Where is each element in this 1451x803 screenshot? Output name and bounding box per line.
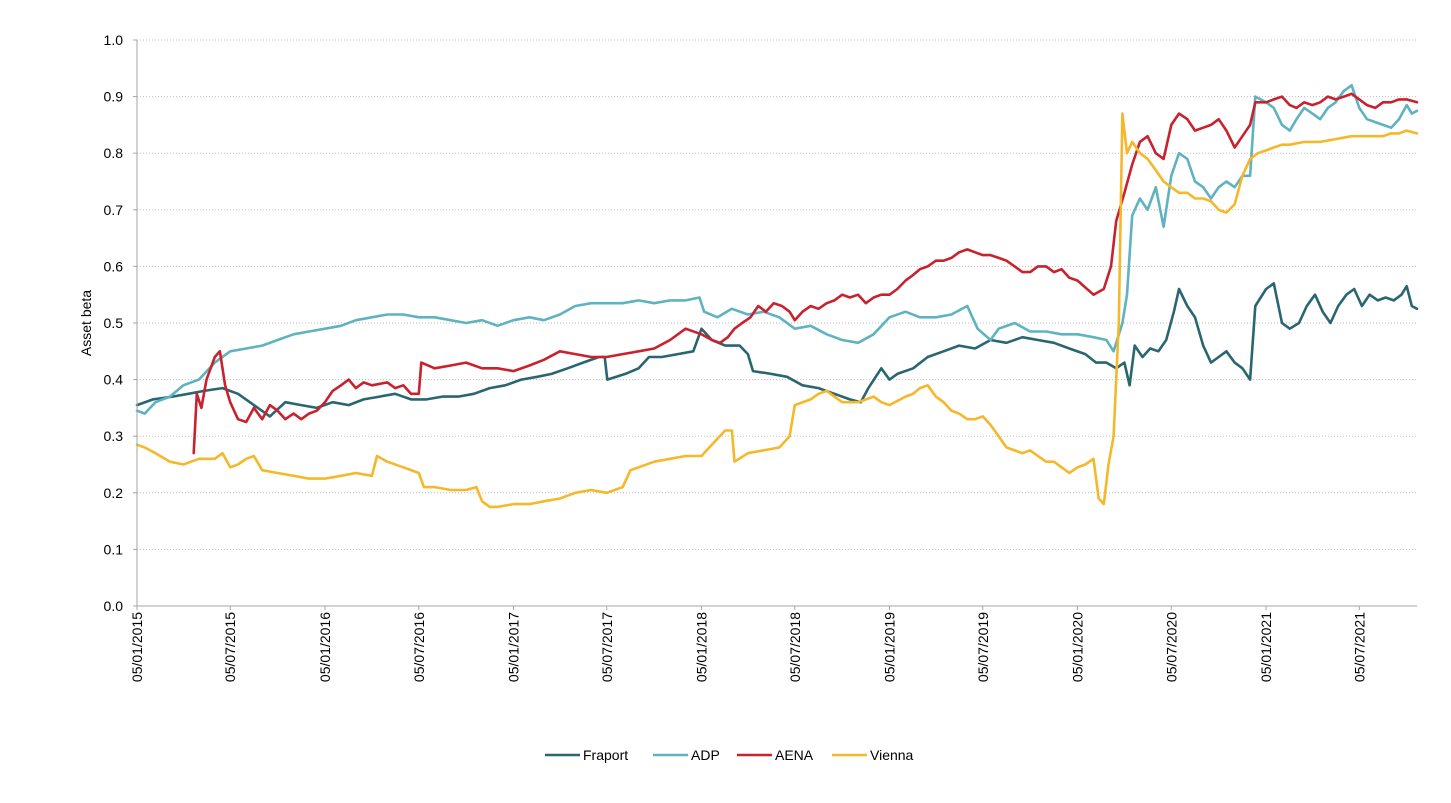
x-tick-label: 05/01/2015 [129,612,145,682]
legend-label-adp: ADP [691,747,720,763]
x-tick-label: 05/07/2018 [787,612,803,682]
y-tick-label: 0.1 [104,541,124,557]
y-axis-title: Asset beta [78,290,94,356]
legend-label-aena: AENA [775,747,814,763]
y-tick-label: 0.2 [104,485,124,501]
x-tick-label: 05/01/2017 [506,612,522,682]
y-tick-label: 0.9 [104,89,124,105]
y-tick-label: 0.3 [104,428,124,444]
legend-label-vienna: Vienna [870,747,914,763]
y-tick-label: 0.7 [104,202,124,218]
axes [136,40,1417,607]
x-tick-label: 05/07/2020 [1163,612,1179,682]
legend: Fraport ADP AENA Vienna [545,747,914,763]
x-tick-label: 05/01/2021 [1258,612,1274,682]
legend-label-fraport: Fraport [583,747,628,763]
series-line-vienna [135,112,1419,509]
series-lines [135,84,1419,509]
y-tick-label: 0.5 [104,315,124,331]
x-tick-label: 05/07/2017 [599,612,615,682]
x-tick-label: 05/01/2018 [694,612,710,682]
x-tick-label: 05/07/2021 [1351,612,1367,682]
y-tick-label: 0.4 [104,372,124,388]
series-line-adp [135,84,1419,415]
x-tick-label: 05/07/2016 [411,612,427,682]
y-tick-label: 0.8 [104,145,124,161]
y-tick-labels: 0.0 0.1 0.2 0.3 0.4 0.5 0.6 0.7 0.8 0.9 1.0 [104,32,124,614]
x-tick-label: 05/07/2019 [975,612,991,682]
x-tick-label: 05/01/2020 [1070,612,1086,682]
y-tick-label: 1.0 [104,32,124,48]
y-tick-label: 0.0 [104,598,124,614]
series-line-aena [192,92,1419,455]
x-tick-label: 05/01/2019 [882,612,898,682]
y-tick-label: 0.6 [104,258,124,274]
x-tick-label: 05/01/2016 [317,612,333,682]
x-tick-label: 05/07/2015 [222,612,238,682]
x-tick-labels: 05/01/2015 05/07/2015 05/01/2016 05/07/2016… [129,612,1367,682]
series-line-fraport [135,282,1419,418]
